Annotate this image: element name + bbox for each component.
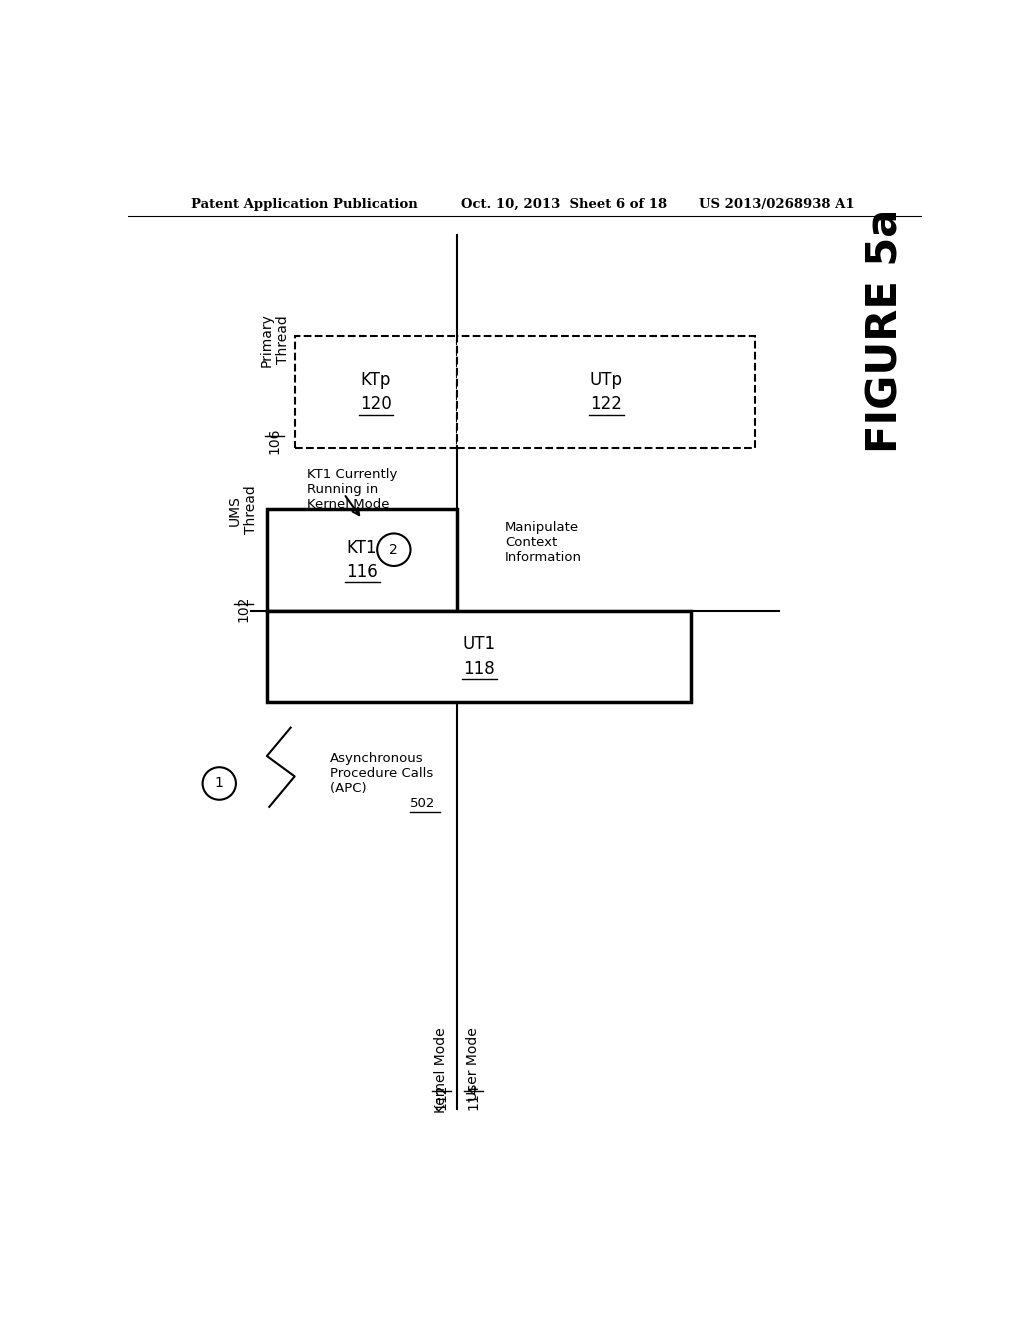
Text: User Mode: User Mode — [466, 1027, 480, 1101]
Text: FIGURE 5a: FIGURE 5a — [865, 209, 907, 453]
Text: 2: 2 — [389, 543, 398, 557]
Text: Kernel Mode: Kernel Mode — [434, 1027, 449, 1113]
Text: Oct. 10, 2013  Sheet 6 of 18: Oct. 10, 2013 Sheet 6 of 18 — [461, 198, 668, 211]
Text: Primary
Thread: Primary Thread — [260, 313, 290, 367]
Text: 114: 114 — [466, 1084, 480, 1110]
Bar — [267, 611, 691, 702]
Ellipse shape — [203, 767, 236, 800]
Text: 106: 106 — [268, 428, 282, 454]
Text: 122: 122 — [590, 396, 623, 413]
Text: Asynchronous
Procedure Calls
(APC): Asynchronous Procedure Calls (APC) — [331, 752, 433, 795]
Text: Patent Application Publication: Patent Application Publication — [191, 198, 418, 211]
Text: US 2013/0268938 A1: US 2013/0268938 A1 — [699, 198, 855, 211]
Text: UT1: UT1 — [463, 635, 496, 653]
Text: KT1: KT1 — [347, 539, 378, 557]
Text: KT1 Currently
Running in
Kernel Mode: KT1 Currently Running in Kernel Mode — [306, 469, 397, 511]
Ellipse shape — [377, 533, 411, 566]
Bar — [458, 337, 755, 447]
Text: 118: 118 — [463, 660, 495, 677]
Text: UMS
Thread: UMS Thread — [228, 486, 258, 535]
Text: Manipulate
Context
Information: Manipulate Context Information — [505, 521, 582, 564]
Text: 112: 112 — [434, 1084, 449, 1110]
Text: KTp: KTp — [360, 371, 391, 389]
Bar — [267, 510, 458, 611]
Text: UTp: UTp — [590, 371, 623, 389]
Text: 502: 502 — [410, 797, 435, 810]
Text: 120: 120 — [360, 396, 392, 413]
Text: 1: 1 — [215, 776, 223, 791]
Bar — [295, 337, 458, 447]
Text: 116: 116 — [346, 564, 378, 581]
Text: 102: 102 — [237, 595, 250, 622]
